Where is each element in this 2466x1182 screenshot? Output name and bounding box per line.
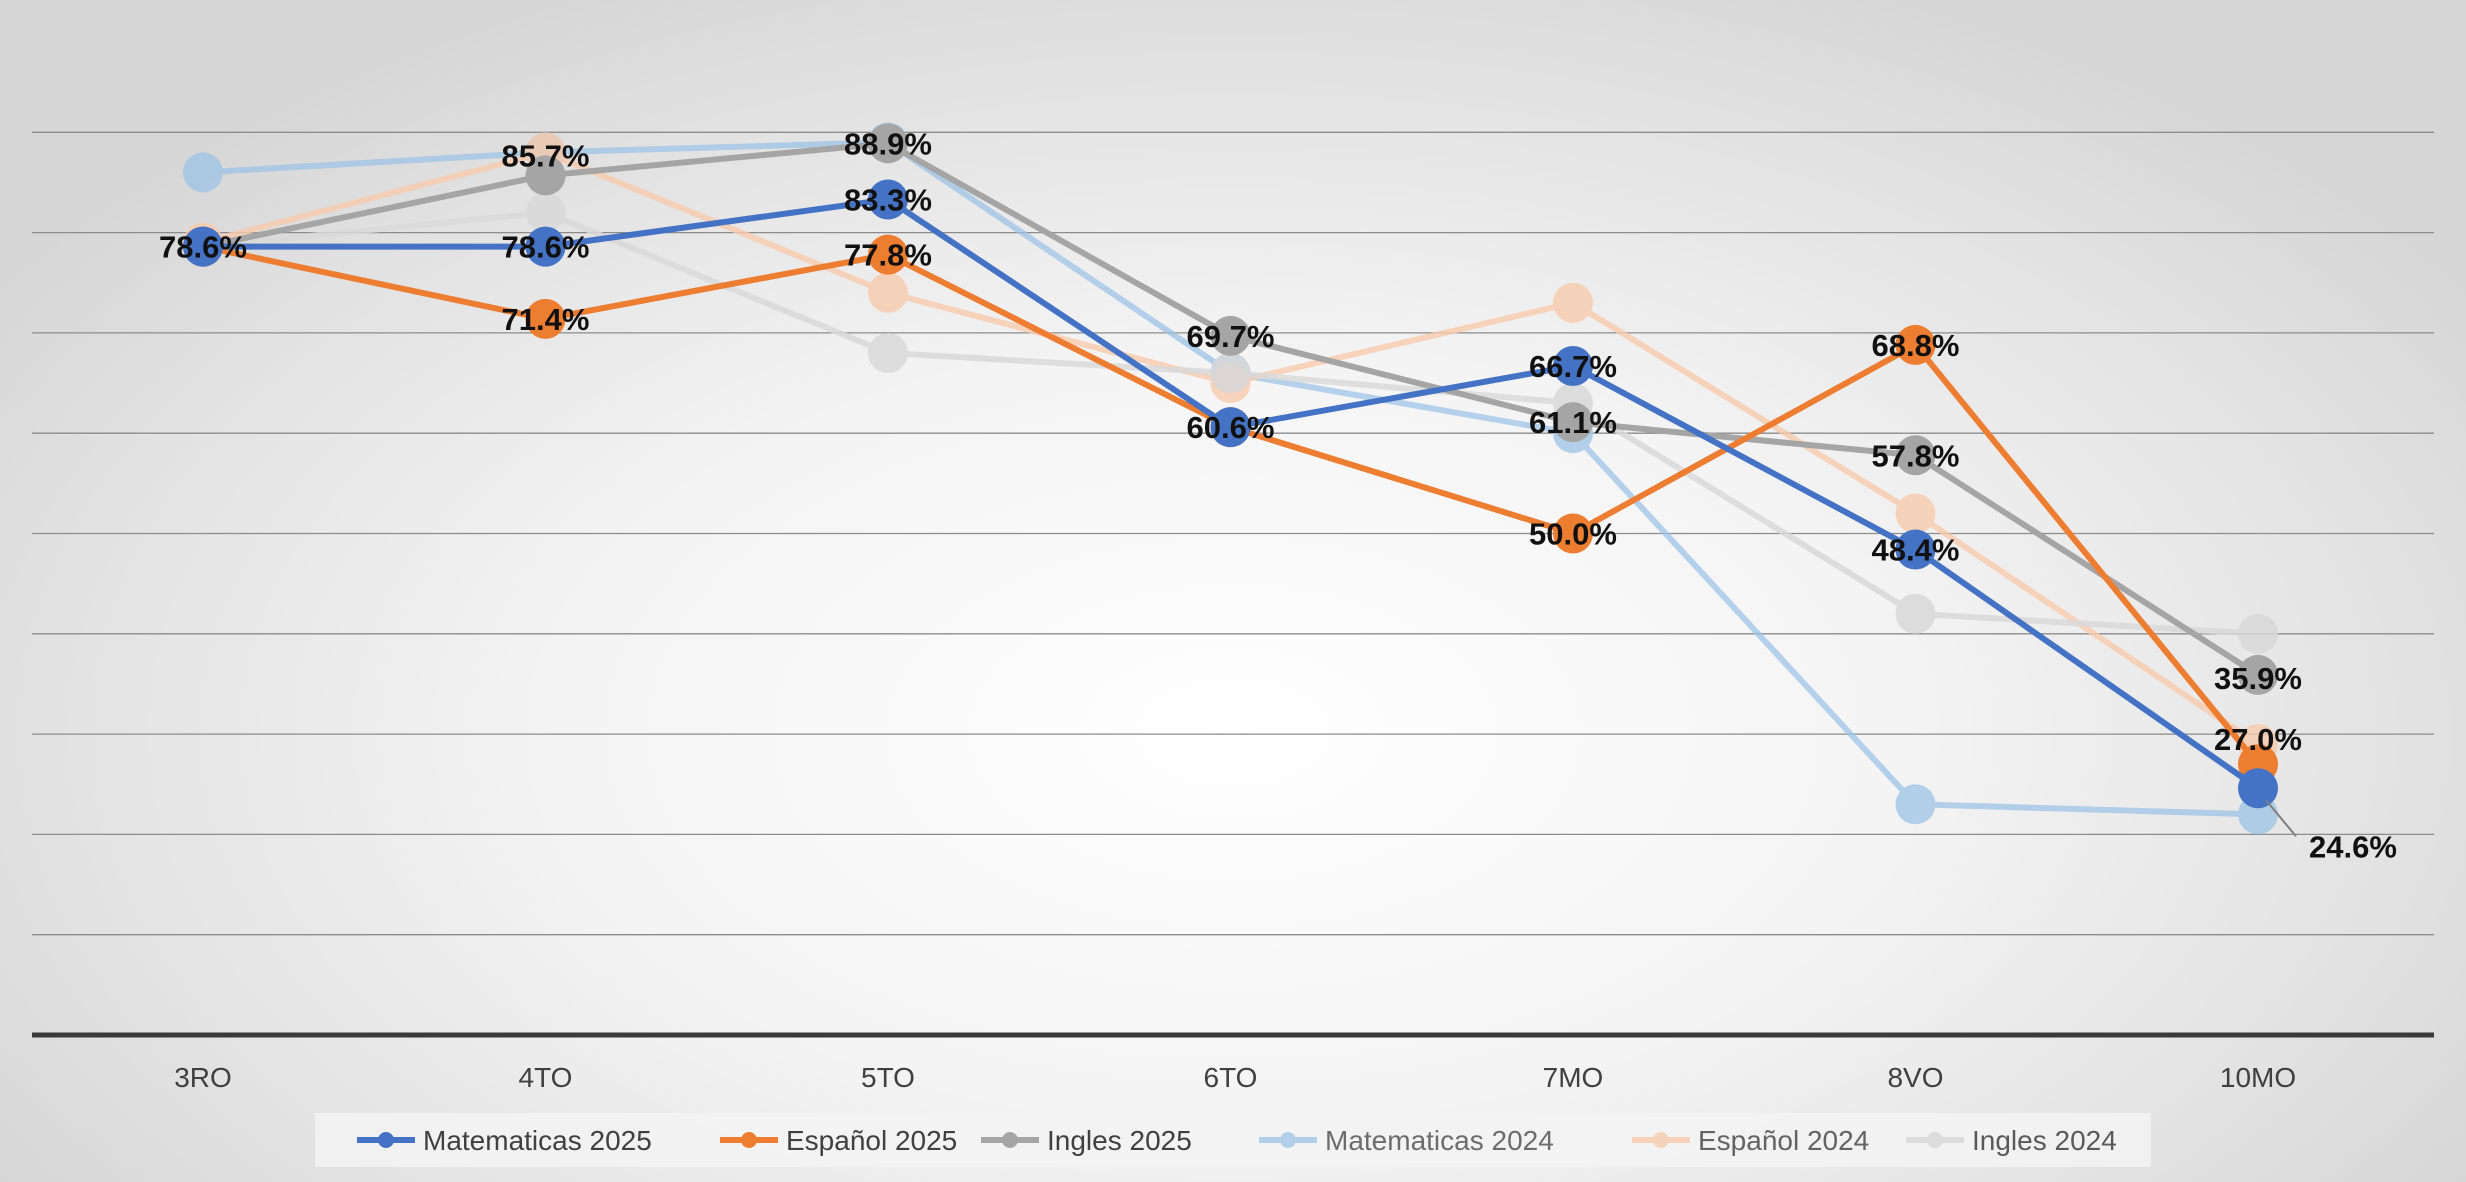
- data-label-espanol-2025-7mo: 50.0%: [1529, 517, 1617, 552]
- x-tick-label-3ro: 3RO: [174, 1062, 232, 1093]
- legend-label: Español 2024: [1698, 1125, 1869, 1156]
- x-tick-label-5to: 5TO: [861, 1062, 915, 1093]
- legend-marker-swatch: [1653, 1132, 1669, 1148]
- series-espanol-2025: [183, 226, 2278, 785]
- data-point-4to: [525, 298, 566, 339]
- legend-label: Español 2025: [786, 1125, 957, 1156]
- data-label-ingles-2025-8vo: 57.8%: [1872, 438, 1960, 473]
- data-point-7mo: [1553, 345, 1593, 386]
- legend-item-espanol-2025: Español 2025: [720, 1125, 957, 1156]
- data-point-10mo: [2238, 613, 2278, 654]
- data-point-3ro: [183, 226, 223, 267]
- legend-item-matematicas-2025: Matematicas 2025: [357, 1125, 652, 1156]
- series-espanol-2024: [183, 132, 2278, 765]
- data-point-7mo: [1553, 513, 1593, 554]
- data-point-8vo: [1895, 529, 1936, 570]
- legend-label: Matematicas 2024: [1325, 1125, 1554, 1156]
- data-label-ingles-2025-4to: 85.7%: [502, 138, 590, 173]
- data-point-10mo: [2238, 768, 2278, 809]
- data-point-5to: [868, 272, 908, 313]
- legend-marker-swatch: [378, 1132, 394, 1148]
- data-label-ingles-2025-7mo: 61.1%: [1529, 405, 1617, 440]
- data-labels: 85.7% 88.9% 69.7% 61.1% 57.8% 35.9% 71.4% 77.8%…: [159, 126, 2397, 864]
- data-point-8vo: [1895, 493, 1936, 534]
- gridlines: [32, 131, 2434, 936]
- data-point-6to: [1210, 315, 1251, 356]
- data-label-matematicas-2025-3ro: 78.6%: [159, 230, 247, 265]
- series-matematicas-2025: [183, 179, 2278, 809]
- data-point-5to: [868, 234, 908, 275]
- data-point-8vo: [1895, 593, 1936, 634]
- data-label-ingles-2025-5to: 88.9%: [844, 126, 932, 161]
- data-point-6to: [1210, 353, 1251, 394]
- data-label-matematicas-2025-5to: 83.3%: [844, 183, 932, 218]
- data-point-5to: [868, 179, 908, 220]
- data-point-5to: [868, 123, 908, 164]
- data-point-3ro: [183, 152, 223, 193]
- legend-marker-swatch: [1002, 1132, 1018, 1148]
- data-point-6to: [1210, 407, 1251, 448]
- legend-item-matematicas-2024: Matematicas 2024: [1259, 1125, 1554, 1156]
- x-tick-label-10mo: 10MO: [2220, 1062, 2296, 1093]
- data-label-espanol-2025-5to: 77.8%: [844, 238, 932, 273]
- data-label-espanol-2025-6to: 60.6%: [1187, 410, 1275, 445]
- series-matematicas-2024: [183, 122, 2278, 835]
- legend-marker-swatch: [1927, 1132, 1943, 1148]
- legend-label: Matematicas 2025: [423, 1125, 652, 1156]
- data-point-4to: [525, 192, 566, 233]
- legend-item-ingles-2025: Ingles 2025: [981, 1125, 1192, 1156]
- data-label-leader-line: [2265, 799, 2297, 837]
- data-label-espanol-2025-4to: 71.4%: [502, 302, 590, 337]
- legend-item-ingles-2024: Ingles 2024: [1906, 1125, 2117, 1156]
- data-point-8vo: [1895, 784, 1936, 825]
- data-label-ingles-2025-6to: 69.7%: [1187, 319, 1275, 354]
- legend-label: Ingles 2024: [1972, 1125, 2117, 1156]
- x-tick-label-7mo: 7MO: [1543, 1062, 1604, 1093]
- data-point-10mo: [2238, 654, 2278, 695]
- data-point-5to: [868, 332, 908, 373]
- data-point-4to: [525, 226, 566, 267]
- data-point-7mo: [1553, 402, 1593, 443]
- data-label-matematicas-2025-4to: 78.6%: [502, 230, 590, 265]
- data-label-matematicas-2025-10mo: 24.6%: [2309, 829, 2397, 864]
- legend-marker-swatch: [741, 1132, 757, 1148]
- data-label-espanol-2025-8vo: 68.8%: [1872, 328, 1960, 363]
- series-line: [203, 196, 2260, 791]
- legend-background: [315, 1113, 2151, 1167]
- data-label-ingles-2025-10mo: 35.9%: [2214, 661, 2302, 696]
- legend-label: Ingles 2025: [1047, 1125, 1192, 1156]
- legend: Matematicas 2025 Español 2025 Ingles 2025 M…: [315, 1113, 2151, 1167]
- data-label-matematicas-2025-7mo: 66.7%: [1529, 349, 1617, 384]
- x-axis-tick-labels: 3RO 4TO 5TO 6TO 7MO 8VO 10MO: [174, 1062, 2296, 1093]
- data-point-7mo: [1553, 282, 1593, 323]
- data-label-matematicas-2025-8vo: 48.4%: [1872, 533, 1960, 568]
- data-point-8vo: [1895, 435, 1936, 476]
- legend-item-espanol-2024: Español 2024: [1632, 1125, 1869, 1156]
- data-point-8vo: [1895, 324, 1936, 365]
- legend-marker-swatch: [1280, 1132, 1296, 1148]
- data-point-4to: [525, 155, 566, 196]
- data-label-espanol-2025-10mo: 27.0%: [2214, 722, 2302, 757]
- x-tick-label-6to: 6TO: [1204, 1062, 1258, 1093]
- x-tick-label-4to: 4TO: [519, 1062, 573, 1093]
- x-tick-label-8vo: 8VO: [1887, 1062, 1943, 1093]
